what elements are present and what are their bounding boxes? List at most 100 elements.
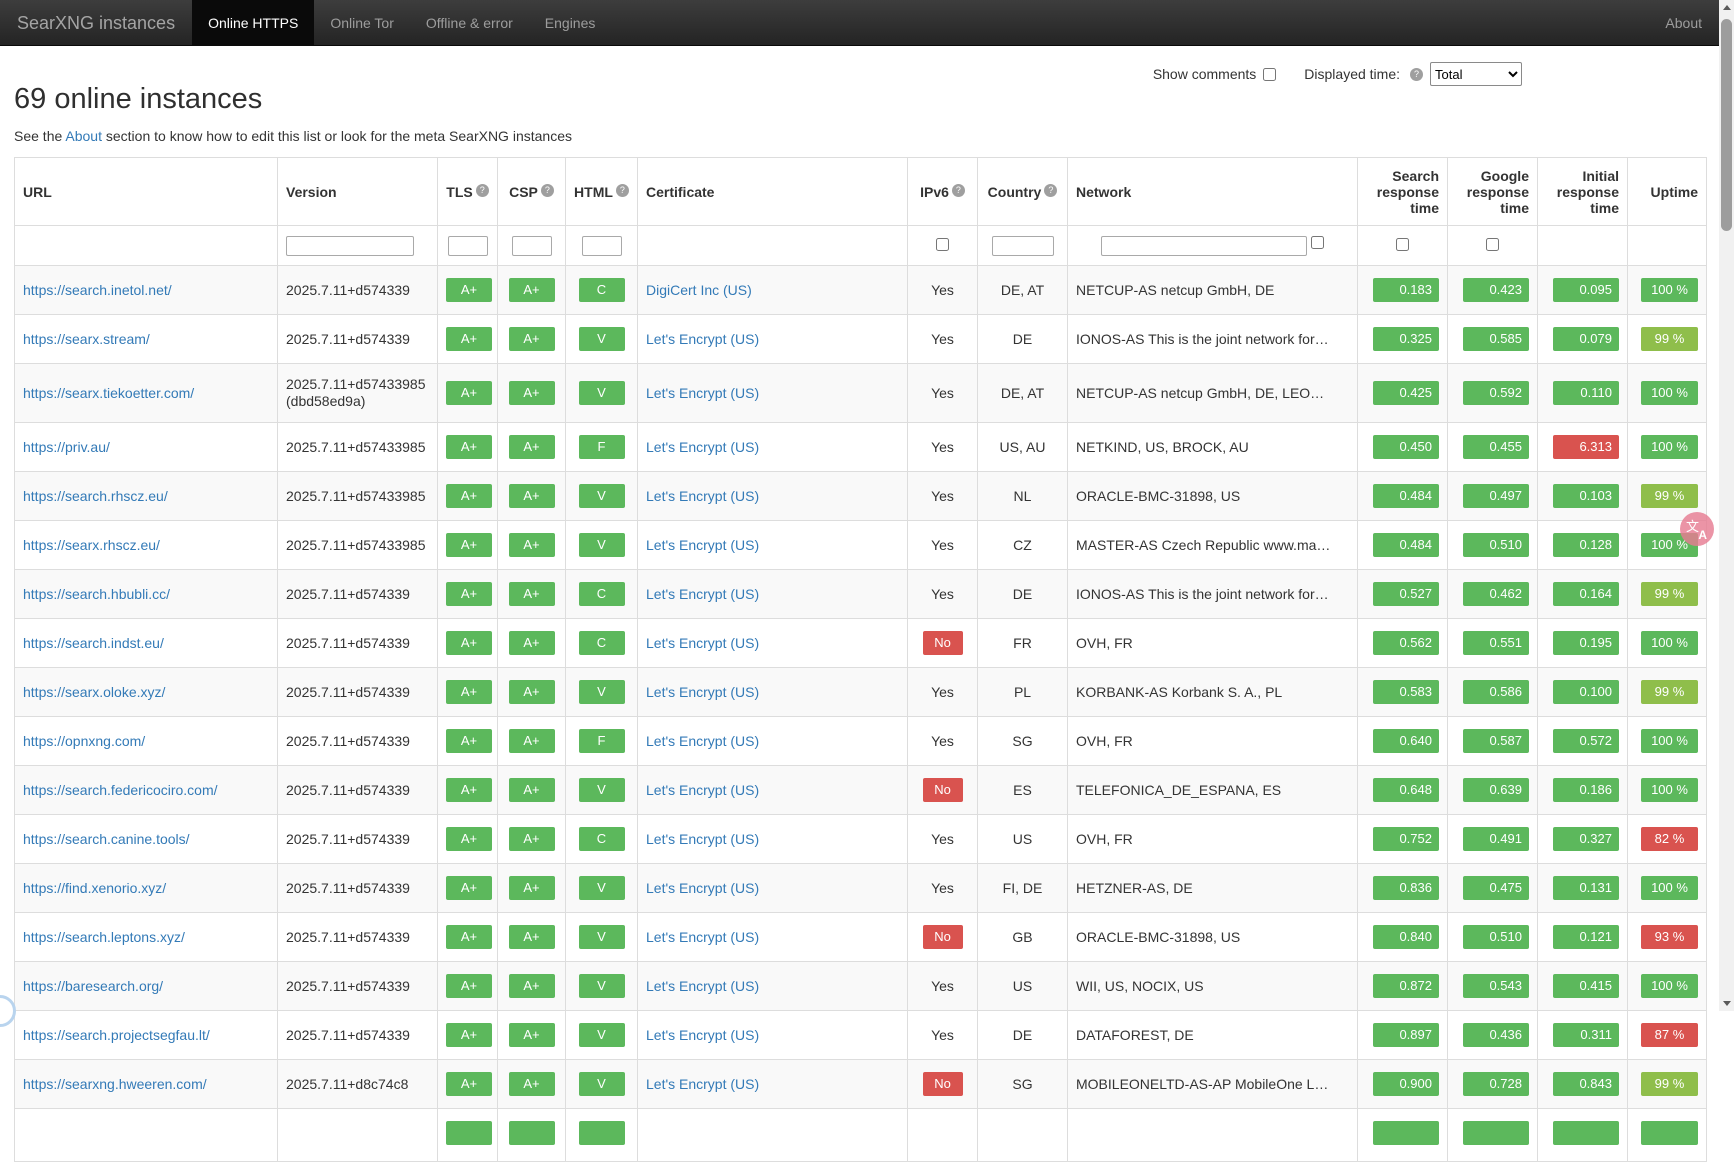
certificate-link[interactable]: Let's Encrypt (US) (646, 439, 759, 455)
help-icon[interactable]: ? (476, 184, 489, 197)
instance-url-link[interactable]: https://search.inetol.net/ (23, 282, 172, 298)
certificate-link[interactable]: Let's Encrypt (US) (646, 635, 759, 651)
tls-grade-badge[interactable]: A+ (446, 381, 492, 405)
csp-grade-badge[interactable]: A+ (509, 327, 555, 351)
instance-url-link[interactable]: https://search.projectsegfau.lt/ (23, 1027, 210, 1043)
scrollbar-up-arrow[interactable] (1719, 0, 1734, 16)
instance-url-link[interactable]: https://search.indst.eu/ (23, 635, 164, 651)
csp-grade-badge[interactable]: A+ (509, 435, 555, 459)
instance-url-link[interactable]: https://search.canine.tools/ (23, 831, 190, 847)
certificate-link[interactable]: Let's Encrypt (US) (646, 537, 759, 553)
html-grade-badge[interactable]: V (579, 680, 625, 704)
instance-url-link[interactable]: https://baresearch.org/ (23, 978, 163, 994)
instance-url-link[interactable]: https://searxng.hweeren.com/ (23, 1076, 207, 1092)
csp-grade-badge[interactable]: A+ (509, 827, 555, 851)
help-icon[interactable]: ? (1044, 184, 1057, 197)
certificate-link[interactable]: Let's Encrypt (US) (646, 929, 759, 945)
html-grade-badge[interactable]: C (579, 582, 625, 606)
tls-grade-badge[interactable]: A+ (446, 827, 492, 851)
nav-tab-offline-error[interactable]: Offline & error (410, 0, 529, 45)
certificate-link[interactable]: Let's Encrypt (US) (646, 1076, 759, 1092)
html-grade-badge[interactable]: V (579, 1023, 625, 1047)
tls-grade-badge[interactable]: A+ (446, 974, 492, 998)
help-icon[interactable]: ? (1410, 68, 1423, 81)
tls-grade-badge[interactable] (446, 1121, 492, 1145)
html-grade-badge[interactable]: F (579, 729, 625, 753)
network-filter-checkbox[interactable] (1311, 236, 1324, 249)
instance-url-link[interactable]: https://find.xenorio.xyz/ (23, 880, 166, 896)
certificate-link[interactable]: Let's Encrypt (US) (646, 782, 759, 798)
csp-grade-badge[interactable]: A+ (509, 1072, 555, 1096)
version-filter-input[interactable] (286, 236, 414, 256)
tls-grade-badge[interactable]: A+ (446, 484, 492, 508)
certificate-link[interactable]: Let's Encrypt (US) (646, 880, 759, 896)
certificate-link[interactable]: Let's Encrypt (US) (646, 586, 759, 602)
tls-grade-badge[interactable]: A+ (446, 729, 492, 753)
about-link[interactable]: About (65, 128, 102, 144)
html-grade-badge[interactable]: F (579, 435, 625, 459)
show-comments-checkbox[interactable] (1263, 68, 1276, 81)
tls-grade-badge[interactable]: A+ (446, 631, 492, 655)
html-grade-badge[interactable]: C (579, 278, 625, 302)
html-grade-badge[interactable]: V (579, 381, 625, 405)
nav-tab-engines[interactable]: Engines (529, 0, 612, 45)
nav-tab-online-https[interactable]: Online HTTPS (192, 0, 314, 45)
instance-url-link[interactable]: https://search.federicociro.com/ (23, 782, 218, 798)
tls-grade-badge[interactable]: A+ (446, 582, 492, 606)
instance-url-link[interactable]: https://searx.rhscz.eu/ (23, 537, 160, 553)
tls-grade-badge[interactable]: A+ (446, 533, 492, 557)
certificate-link[interactable]: Let's Encrypt (US) (646, 331, 759, 347)
tls-filter-input[interactable] (448, 236, 488, 256)
instance-url-link[interactable]: https://search.leptons.xyz/ (23, 929, 185, 945)
nav-tab-online-tor[interactable]: Online Tor (314, 0, 410, 45)
html-grade-badge[interactable]: V (579, 484, 625, 508)
tls-grade-badge[interactable]: A+ (446, 925, 492, 949)
instance-url-link[interactable]: https://search.hbubli.cc/ (23, 586, 170, 602)
tls-grade-badge[interactable]: A+ (446, 327, 492, 351)
csp-grade-badge[interactable]: A+ (509, 381, 555, 405)
csp-grade-badge[interactable]: A+ (509, 484, 555, 508)
csp-grade-badge[interactable]: A+ (509, 278, 555, 302)
tls-grade-badge[interactable]: A+ (446, 778, 492, 802)
html-grade-badge[interactable]: C (579, 827, 625, 851)
csp-grade-badge[interactable]: A+ (509, 974, 555, 998)
instance-url-link[interactable]: https://searx.stream/ (23, 331, 150, 347)
html-grade-badge[interactable]: C (579, 631, 625, 655)
ipv6-filter-checkbox[interactable] (936, 238, 949, 251)
csp-grade-badge[interactable]: A+ (509, 876, 555, 900)
instance-url-link[interactable]: https://searx.tiekoetter.com/ (23, 385, 194, 401)
html-grade-badge[interactable]: V (579, 533, 625, 557)
scrollbar[interactable] (1719, 0, 1734, 1011)
csp-grade-badge[interactable] (509, 1121, 555, 1145)
csp-grade-badge[interactable]: A+ (509, 631, 555, 655)
scrollbar-thumb[interactable] (1721, 19, 1732, 231)
html-grade-badge[interactable] (579, 1121, 625, 1145)
tls-grade-badge[interactable]: A+ (446, 435, 492, 459)
help-icon[interactable]: ? (541, 184, 554, 197)
html-grade-badge[interactable]: V (579, 1072, 625, 1096)
certificate-link[interactable]: Let's Encrypt (US) (646, 385, 759, 401)
help-icon[interactable]: ? (952, 184, 965, 197)
html-grade-badge[interactable]: V (579, 327, 625, 351)
html-grade-badge[interactable]: V (579, 974, 625, 998)
translate-floating-button[interactable]: 文 A (1680, 512, 1714, 546)
tls-grade-badge[interactable]: A+ (446, 278, 492, 302)
certificate-link[interactable]: Let's Encrypt (US) (646, 1027, 759, 1043)
displayed-time-select[interactable]: Total (1430, 62, 1522, 86)
help-icon[interactable]: ? (616, 184, 629, 197)
network-filter-input[interactable] (1101, 236, 1307, 256)
certificate-link[interactable]: Let's Encrypt (US) (646, 831, 759, 847)
tls-grade-badge[interactable]: A+ (446, 680, 492, 704)
certificate-link[interactable]: DigiCert Inc (US) (646, 282, 752, 298)
html-grade-badge[interactable]: V (579, 925, 625, 949)
html-grade-badge[interactable]: V (579, 876, 625, 900)
instance-url-link[interactable]: https://search.rhscz.eu/ (23, 488, 168, 504)
csp-grade-badge[interactable]: A+ (509, 925, 555, 949)
csp-filter-input[interactable] (512, 236, 552, 256)
certificate-link[interactable]: Let's Encrypt (US) (646, 733, 759, 749)
tls-grade-badge[interactable]: A+ (446, 1023, 492, 1047)
instance-url-link[interactable]: https://searx.oloke.xyz/ (23, 684, 165, 700)
csp-grade-badge[interactable]: A+ (509, 729, 555, 753)
google_time-filter-checkbox[interactable] (1486, 238, 1499, 251)
tls-grade-badge[interactable]: A+ (446, 876, 492, 900)
